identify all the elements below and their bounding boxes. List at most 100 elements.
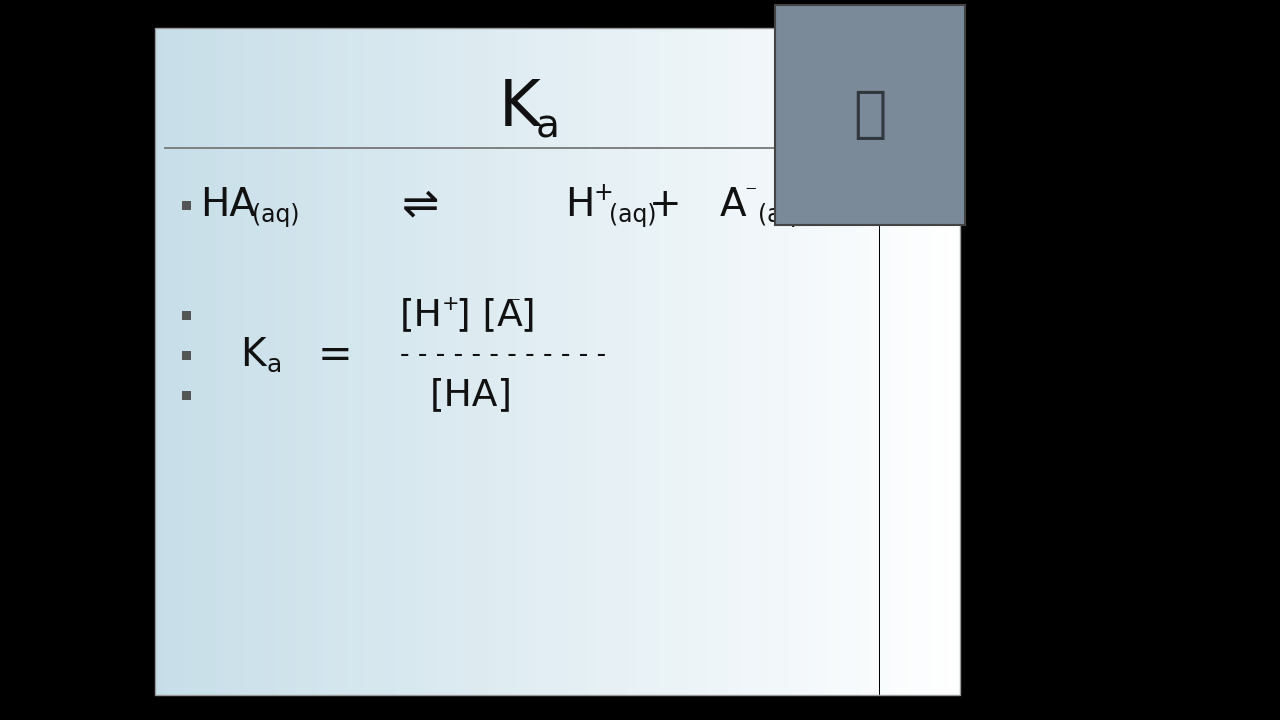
Polygon shape (507, 28, 517, 695)
Polygon shape (869, 28, 879, 695)
Polygon shape (196, 28, 205, 695)
Polygon shape (488, 28, 497, 695)
Text: [H: [H (399, 297, 443, 333)
Text: - - - - - - - - - - - -: - - - - - - - - - - - - (399, 342, 607, 368)
Polygon shape (215, 28, 225, 695)
Polygon shape (397, 28, 407, 695)
Text: [HA]: [HA] (430, 377, 513, 413)
Text: a: a (266, 353, 282, 377)
Polygon shape (788, 28, 799, 695)
Polygon shape (275, 28, 285, 695)
Polygon shape (436, 28, 447, 695)
Polygon shape (538, 28, 548, 695)
Polygon shape (718, 28, 728, 695)
Polygon shape (186, 28, 196, 695)
Polygon shape (527, 28, 538, 695)
Polygon shape (728, 28, 739, 695)
Text: H: H (564, 186, 594, 224)
Polygon shape (236, 28, 246, 695)
Polygon shape (165, 28, 175, 695)
Polygon shape (910, 28, 920, 695)
Text: a: a (536, 107, 559, 145)
Text: K: K (241, 336, 266, 374)
Polygon shape (356, 28, 366, 695)
Text: K: K (499, 77, 541, 139)
Polygon shape (749, 28, 759, 695)
Polygon shape (920, 28, 929, 695)
Polygon shape (809, 28, 819, 695)
Text: ⁻: ⁻ (509, 294, 521, 314)
Polygon shape (608, 28, 618, 695)
Polygon shape (246, 28, 256, 695)
Bar (774, 5, 965, 225)
Polygon shape (840, 28, 850, 695)
Polygon shape (426, 28, 436, 695)
Polygon shape (346, 28, 356, 695)
Polygon shape (266, 28, 275, 695)
Polygon shape (285, 28, 296, 695)
Polygon shape (447, 28, 457, 695)
Bar (155, 28, 960, 695)
Polygon shape (407, 28, 416, 695)
Text: ]: ] (520, 297, 535, 333)
Polygon shape (678, 28, 689, 695)
Text: +: + (593, 181, 613, 205)
Text: A: A (719, 186, 746, 224)
Polygon shape (699, 28, 708, 695)
Polygon shape (859, 28, 869, 695)
Polygon shape (205, 28, 215, 695)
Polygon shape (387, 28, 397, 695)
Polygon shape (296, 28, 306, 695)
Polygon shape (416, 28, 426, 695)
Polygon shape (819, 28, 829, 695)
Text: (aq): (aq) (609, 203, 657, 227)
Bar (182, 200, 191, 210)
Polygon shape (577, 28, 588, 695)
Text: =: = (317, 334, 352, 376)
Text: (aq): (aq) (252, 203, 300, 227)
Polygon shape (256, 28, 266, 695)
Polygon shape (477, 28, 488, 695)
Polygon shape (648, 28, 658, 695)
Polygon shape (337, 28, 346, 695)
Polygon shape (668, 28, 678, 695)
Bar (182, 390, 191, 400)
Polygon shape (950, 28, 960, 695)
Polygon shape (316, 28, 326, 695)
Polygon shape (497, 28, 507, 695)
Polygon shape (175, 28, 186, 695)
Polygon shape (940, 28, 950, 695)
Polygon shape (850, 28, 859, 695)
Text: ⁻: ⁻ (744, 181, 756, 205)
Polygon shape (637, 28, 648, 695)
Polygon shape (588, 28, 598, 695)
Polygon shape (306, 28, 316, 695)
Polygon shape (759, 28, 769, 695)
Polygon shape (517, 28, 527, 695)
Polygon shape (467, 28, 477, 695)
Polygon shape (155, 28, 165, 695)
Polygon shape (769, 28, 778, 695)
Polygon shape (929, 28, 940, 695)
Polygon shape (900, 28, 910, 695)
Polygon shape (829, 28, 840, 695)
Bar (182, 310, 191, 320)
Bar (182, 351, 191, 359)
Polygon shape (376, 28, 387, 695)
Text: 📷: 📷 (854, 88, 887, 142)
Polygon shape (799, 28, 809, 695)
Polygon shape (558, 28, 567, 695)
Polygon shape (618, 28, 628, 695)
Text: +: + (649, 186, 681, 224)
Text: ] [A: ] [A (456, 297, 522, 333)
Polygon shape (567, 28, 577, 695)
Text: HA: HA (200, 186, 256, 224)
Polygon shape (548, 28, 558, 695)
Polygon shape (778, 28, 788, 695)
Polygon shape (628, 28, 637, 695)
Polygon shape (890, 28, 900, 695)
Polygon shape (366, 28, 376, 695)
Polygon shape (879, 28, 890, 695)
Polygon shape (689, 28, 699, 695)
Polygon shape (658, 28, 668, 695)
